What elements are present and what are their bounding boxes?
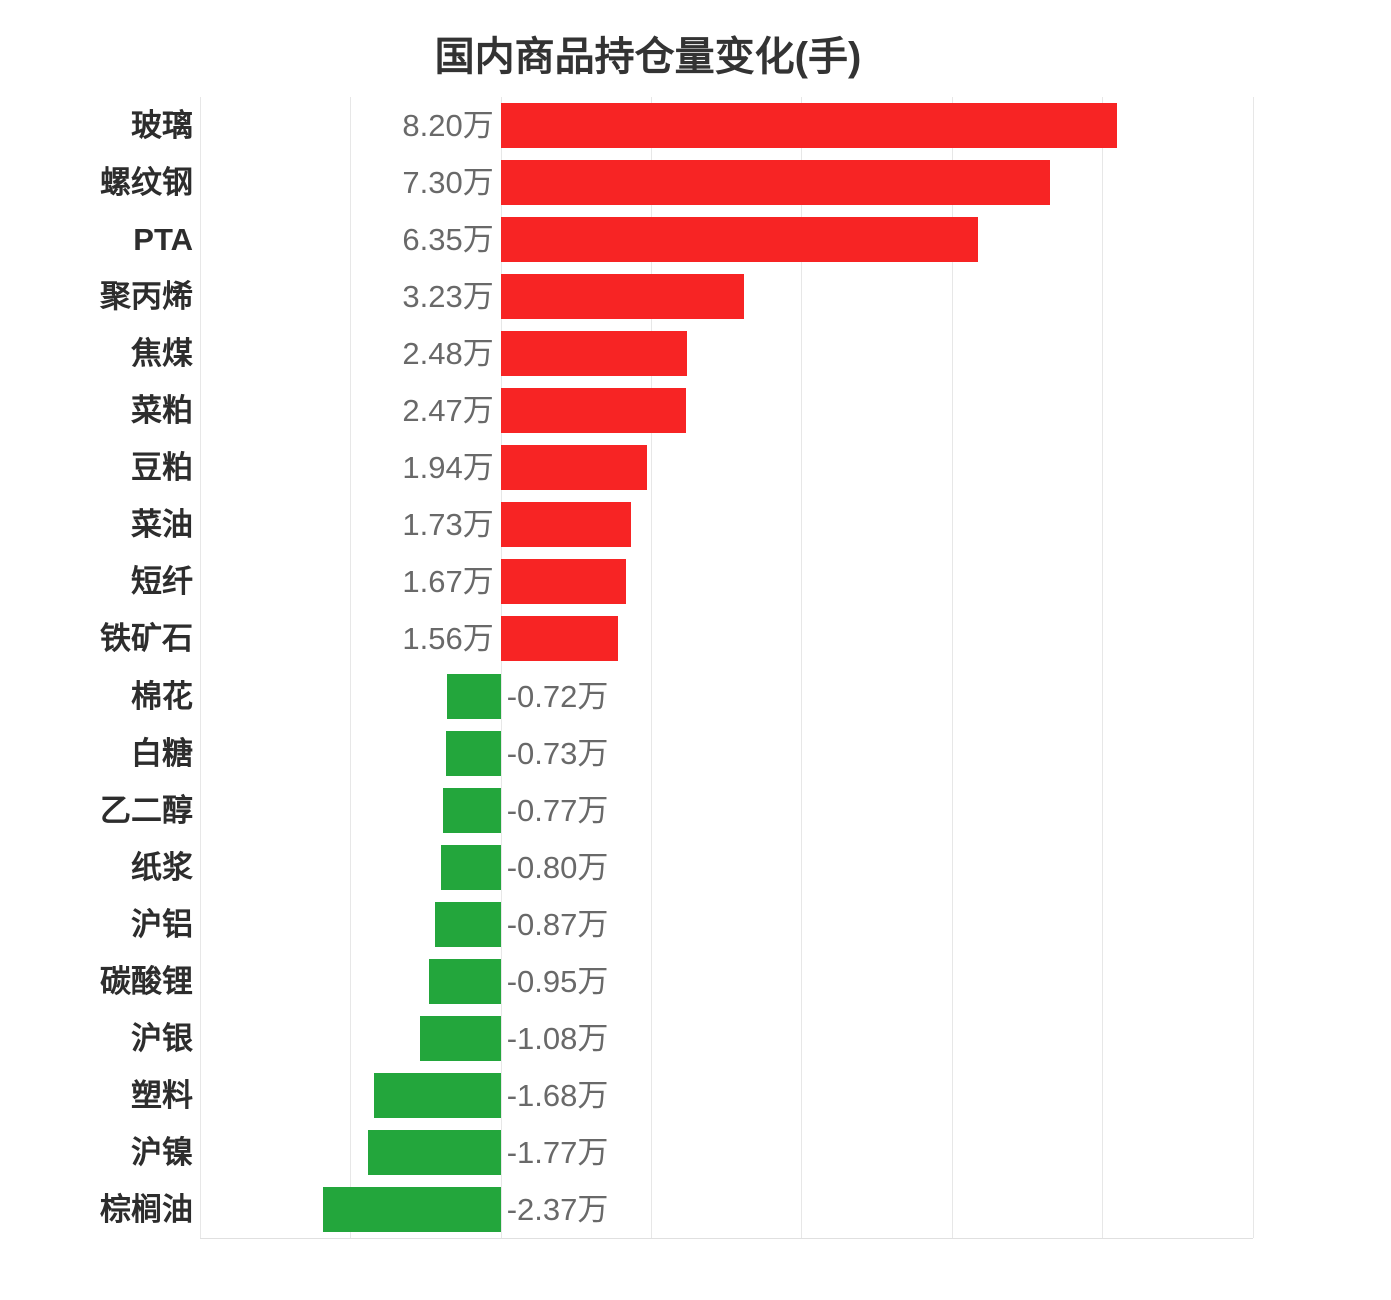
category-label: PTA [133,222,193,258]
negative-bar[interactable] [440,844,501,890]
x-gridline [1252,97,1254,1238]
x-gridline [1102,97,1104,1238]
category-label: 豆粕 [131,450,193,486]
value-label: -0.80万 [506,849,609,885]
positive-bar[interactable] [500,160,1050,206]
positive-bar[interactable] [500,103,1118,149]
category-label: 玻璃 [131,108,193,143]
value-label: -1.77万 [506,1134,609,1170]
category-label: 纸浆 [131,849,193,885]
x-axis-line [200,1238,1253,1239]
category-label: 沪镍 [131,1134,193,1170]
category-label: 菜粕 [131,393,193,429]
positive-bar[interactable] [500,217,979,263]
x-gridline [500,97,502,1238]
negative-bar[interactable] [429,958,501,1004]
category-label: 沪铝 [131,906,193,942]
positive-bar[interactable] [500,445,647,491]
value-label: 2.48万 [402,336,494,372]
negative-bar[interactable] [435,901,501,947]
positive-bar[interactable] [500,559,627,605]
category-label: 碳酸锂 [100,963,193,999]
positive-bar[interactable] [500,388,687,434]
category-label: 沪银 [131,1020,193,1056]
value-label: 8.20万 [402,108,494,143]
value-label: 1.94万 [402,450,494,486]
category-label: 聚丙烯 [100,279,193,315]
positive-bar[interactable] [500,616,618,662]
negative-bar[interactable] [419,1015,501,1061]
category-label: 棉花 [131,678,193,714]
category-label: 乙二醇 [100,792,193,828]
negative-bar[interactable] [445,730,501,776]
value-label: 1.67万 [402,564,494,600]
value-label: -0.87万 [506,906,609,942]
x-gridline [951,97,953,1238]
x-gridline [801,97,803,1238]
value-label: -0.73万 [506,735,609,771]
positive-bar[interactable] [500,331,688,377]
value-label: -1.08万 [506,1020,609,1056]
negative-bar[interactable] [446,673,501,719]
positive-bar[interactable] [500,502,631,548]
negative-bar[interactable] [322,1186,501,1232]
value-label: -0.95万 [506,963,609,999]
chart-title: 国内商品持仓量变化(手) [434,35,862,79]
value-label: -0.72万 [506,678,609,714]
category-label: 菜油 [131,507,193,543]
value-label: -2.37万 [506,1191,609,1227]
category-label: 白糖 [131,735,193,771]
value-label: 2.47万 [402,393,494,429]
value-label: 1.56万 [402,621,494,657]
category-label: 短纤 [131,564,193,600]
value-label: 6.35万 [402,222,494,258]
value-label: -1.68万 [506,1077,609,1113]
x-gridline [651,97,653,1238]
category-label: 塑料 [131,1077,193,1113]
negative-bar[interactable] [442,787,501,833]
positive-bar[interactable] [500,274,744,320]
category-label: 棕榈油 [100,1191,193,1227]
category-label: 焦煤 [131,336,193,372]
x-gridline [200,97,201,1238]
category-label: 铁矿石 [100,621,193,657]
x-gridline [350,97,352,1238]
value-label: 7.30万 [402,165,494,201]
value-label: 3.23万 [402,279,494,315]
value-label: 1.73万 [402,507,494,543]
negative-bar[interactable] [367,1129,501,1175]
value-label: -0.77万 [506,792,609,828]
category-label: 螺纹钢 [100,165,193,201]
negative-bar[interactable] [374,1072,501,1118]
